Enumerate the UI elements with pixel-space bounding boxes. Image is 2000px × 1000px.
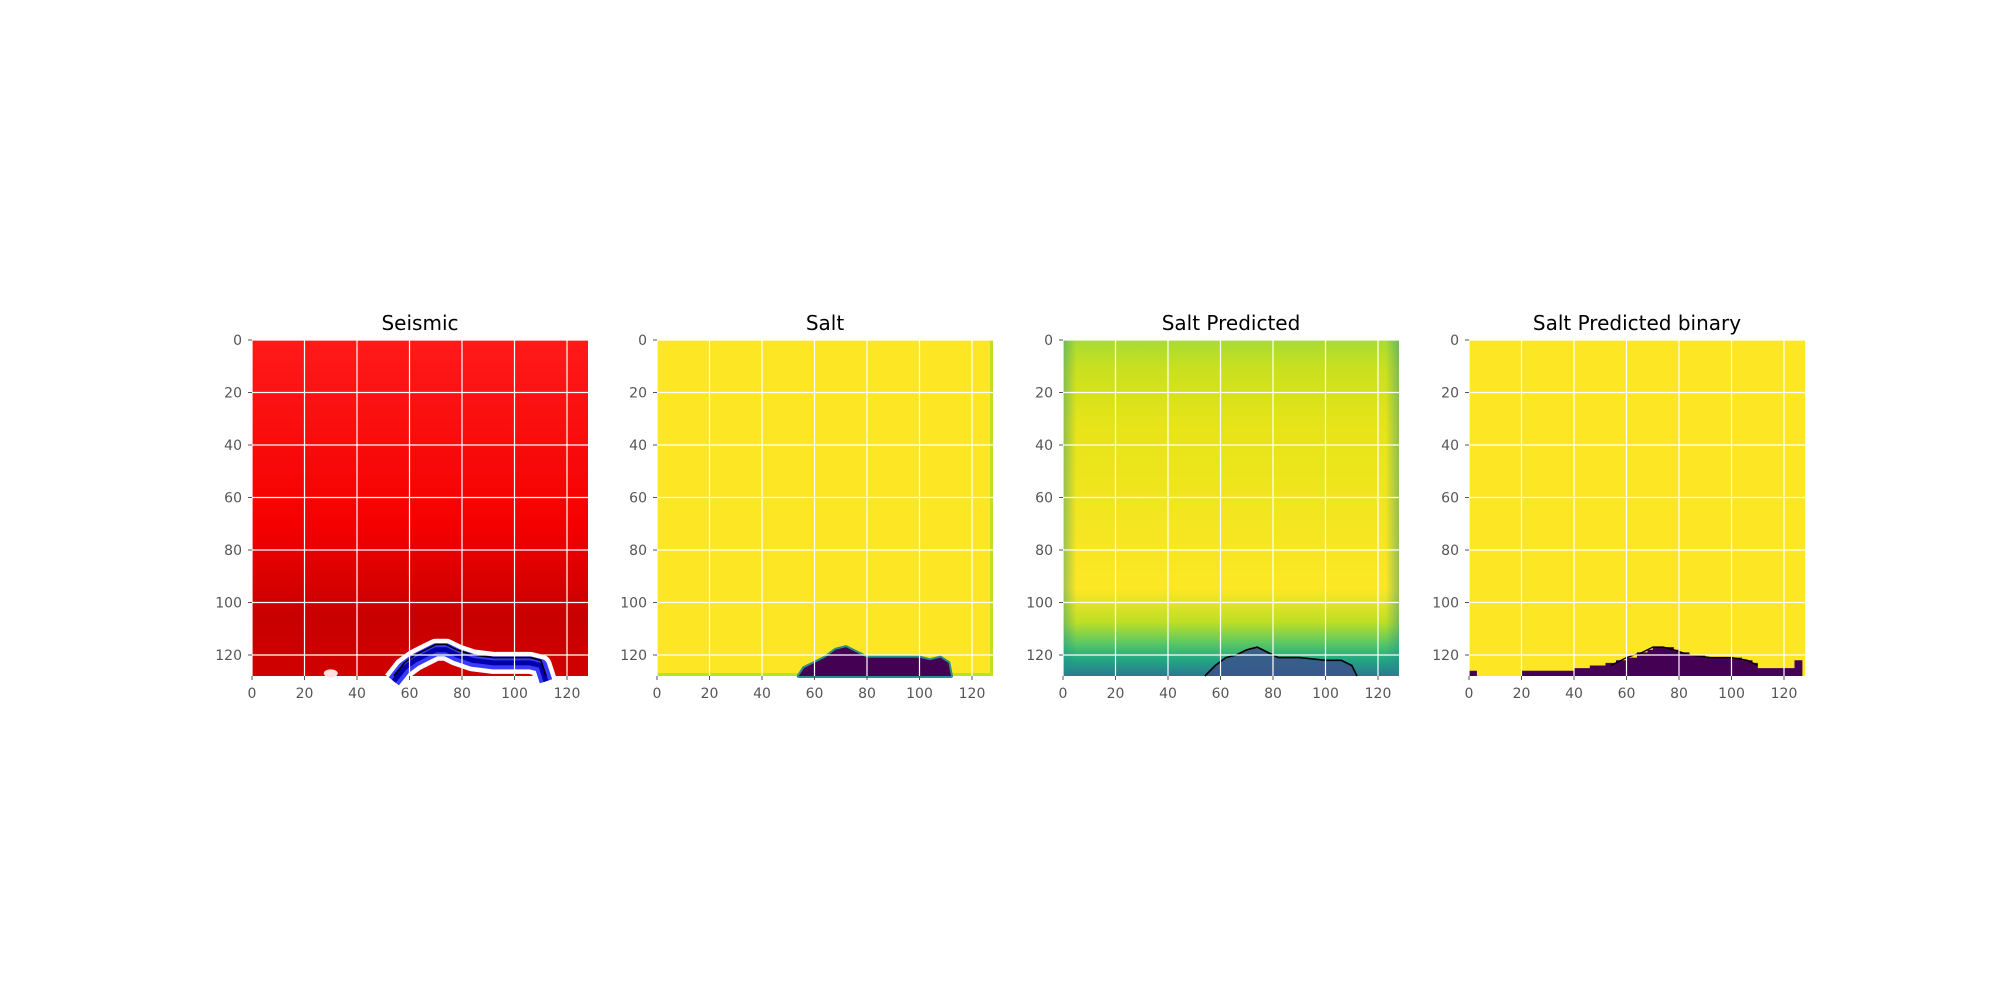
y-tick-label: 120 xyxy=(215,648,242,664)
panel-1: 0 20 40 60 80 100 120 0 20 40 60 80 100 120 Seismic xyxy=(215,311,588,702)
y-tick-label: 60 xyxy=(629,491,647,507)
y-tick-label: 60 xyxy=(224,491,242,507)
salt-boundary-contour xyxy=(1610,646,1759,667)
x-tick-label: 0 xyxy=(248,686,257,702)
panel-4: 0 20 40 60 80 100 120 0 20 40 60 80 100 120 Salt Predi… xyxy=(1432,311,1805,702)
x-tick-label: 20 xyxy=(701,686,719,702)
y-tick-label: 100 xyxy=(1432,596,1459,612)
predicted-salt-region xyxy=(1204,647,1357,676)
y-tick-label: 100 xyxy=(215,596,242,612)
y-tick-label: 20 xyxy=(224,386,242,402)
x-tick-label: 120 xyxy=(1365,686,1392,702)
x-tick-label: 20 xyxy=(1513,686,1531,702)
y-tick-label: 0 xyxy=(1044,333,1053,349)
y-tick-label: 40 xyxy=(1035,438,1053,454)
y-tick-label: 0 xyxy=(1450,333,1459,349)
x-tick-label: 60 xyxy=(401,686,419,702)
y-tick-label: 120 xyxy=(1432,648,1459,664)
panel-3: 0 20 40 60 80 100 120 0 20 40 60 80 100 120 Salt Predi… xyxy=(1026,311,1399,702)
y-tick-label: 100 xyxy=(1026,596,1053,612)
heatmap-image xyxy=(1469,340,1805,676)
y-tick-label: 40 xyxy=(1441,438,1459,454)
y-tick-label: 20 xyxy=(1441,386,1459,402)
heatmap-image xyxy=(657,340,993,676)
y-tick-label: 0 xyxy=(638,333,647,349)
x-tick-label: 20 xyxy=(1107,686,1125,702)
right-edge-strip xyxy=(990,340,993,676)
y-tick-label: 120 xyxy=(1026,648,1053,664)
y-tick-label: 80 xyxy=(224,543,242,559)
x-tick-label: 80 xyxy=(1264,686,1282,702)
x-tick-label: 100 xyxy=(906,686,933,702)
y-tick-label: 60 xyxy=(1035,491,1053,507)
x-tick-label: 60 xyxy=(806,686,824,702)
x-tick-label: 40 xyxy=(1159,686,1177,702)
salt-region xyxy=(1469,647,1803,676)
x-tick-label: 120 xyxy=(554,686,581,702)
heatmap-image xyxy=(252,340,588,676)
heatmap-edge-shade xyxy=(1063,340,1399,676)
x-tick-label: 100 xyxy=(501,686,528,702)
y-tick-label: 80 xyxy=(1441,543,1459,559)
x-tick-label: 60 xyxy=(1212,686,1230,702)
y-tick-label: 120 xyxy=(620,648,647,664)
panel-title: Salt Predicted xyxy=(1162,311,1301,335)
y-tick-label: 100 xyxy=(620,596,647,612)
x-tick-label: 40 xyxy=(348,686,366,702)
y-tick-label: 80 xyxy=(1035,543,1053,559)
y-tick-label: 40 xyxy=(224,438,242,454)
x-tick-label: 0 xyxy=(653,686,662,702)
panel-title: Seismic xyxy=(381,311,458,335)
y-tick-label: 40 xyxy=(629,438,647,454)
x-tick-label: 100 xyxy=(1718,686,1745,702)
y-tick-label: 60 xyxy=(1441,491,1459,507)
x-tick-label: 0 xyxy=(1059,686,1068,702)
x-tick-label: 120 xyxy=(959,686,986,702)
seismic-spot xyxy=(323,669,338,678)
y-tick-label: 80 xyxy=(629,543,647,559)
x-tick-label: 80 xyxy=(858,686,876,702)
x-tick-label: 40 xyxy=(1565,686,1583,702)
y-tick-label: 20 xyxy=(1035,386,1053,402)
salt-boundary-contour xyxy=(1204,646,1358,677)
x-tick-label: 60 xyxy=(1618,686,1636,702)
y-tick-label: 20 xyxy=(629,386,647,402)
panel-title: Salt xyxy=(806,311,845,335)
x-tick-label: 0 xyxy=(1465,686,1474,702)
panel-2: 0 20 40 60 80 100 120 0 20 40 60 80 100 120 Salt xyxy=(620,311,993,702)
x-tick-label: 80 xyxy=(1670,686,1688,702)
x-tick-label: 120 xyxy=(1771,686,1798,702)
salt-region xyxy=(798,647,951,676)
x-tick-label: 100 xyxy=(1312,686,1339,702)
x-tick-label: 40 xyxy=(753,686,771,702)
panel-title: Salt Predicted binary xyxy=(1533,311,1741,335)
x-tick-label: 20 xyxy=(296,686,314,702)
y-tick-label: 0 xyxy=(233,333,242,349)
x-tick-label: 80 xyxy=(453,686,471,702)
